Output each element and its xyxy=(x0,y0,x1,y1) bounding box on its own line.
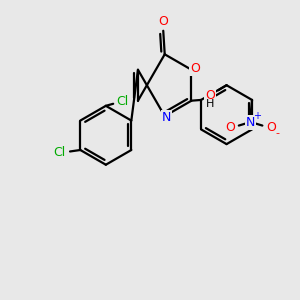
Text: +: + xyxy=(253,110,261,121)
Text: O: O xyxy=(225,122,235,134)
Text: N: N xyxy=(246,116,255,128)
Text: O: O xyxy=(190,62,200,75)
Text: O: O xyxy=(206,89,215,102)
Text: O: O xyxy=(266,122,276,134)
Text: O: O xyxy=(158,15,168,28)
Text: Cl: Cl xyxy=(116,95,128,108)
Text: N: N xyxy=(161,110,171,124)
Text: Cl: Cl xyxy=(54,146,66,159)
Text: H: H xyxy=(206,99,214,110)
Text: -: - xyxy=(276,128,280,138)
